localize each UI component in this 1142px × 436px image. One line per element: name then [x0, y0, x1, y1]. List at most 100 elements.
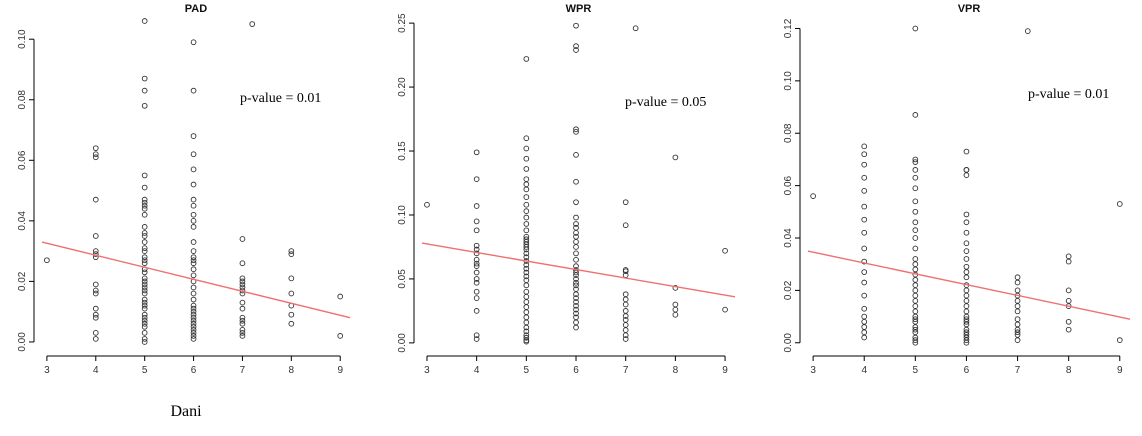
vpr-data-point: [861, 279, 868, 286]
wpr-data-point: [473, 288, 480, 295]
vpr-data-point: [912, 298, 919, 304]
vpr-data-point: [1014, 321, 1021, 328]
vpr-data-point: [1014, 303, 1021, 309]
vpr-regression-line: [807, 250, 1131, 320]
vpr-data-point: [861, 305, 868, 312]
vpr-data-point: [1024, 28, 1031, 34]
wpr-data-point: [573, 178, 579, 185]
pad-data-point: [141, 233, 148, 239]
wpr-data-point: [622, 296, 629, 303]
pad-data-point: [288, 251, 295, 257]
vpr-data-point: [861, 269, 868, 275]
pad-data-point: [141, 248, 148, 254]
pad-data-point: [141, 339, 148, 345]
vpr-data-point: [963, 219, 970, 226]
vpr-y-tick-label: 0.12: [783, 18, 794, 38]
wpr-data-point: [523, 265, 530, 272]
wpr-x-tick-label: 5: [524, 365, 530, 376]
pad-data-point: [190, 257, 197, 264]
vpr-data-point: [912, 282, 919, 288]
vpr-data-point: [963, 303, 970, 309]
vpr-data-point: [912, 159, 919, 165]
wpr-data-point: [722, 247, 728, 254]
wpr-data-point: [523, 181, 530, 188]
pad-data-point: [190, 87, 197, 94]
vpr-data-point: [861, 151, 868, 158]
pad-data-point: [190, 196, 197, 203]
vpr-data-point: [861, 313, 868, 320]
pad-y-tick-label: 0.08: [17, 90, 28, 110]
vpr-data-point: [912, 219, 919, 226]
wpr-data-point: [622, 199, 629, 206]
wpr-data-point: [573, 282, 579, 289]
pad-data-point: [141, 281, 148, 288]
vpr-data-point: [912, 227, 919, 233]
vpr-data-point: [1065, 253, 1072, 260]
wpr-y-tick-label: 0.10: [397, 205, 408, 225]
wpr-data-point: [573, 238, 579, 245]
vpr-data-point: [1014, 274, 1021, 281]
wpr-data-point: [523, 166, 530, 172]
pad-data-point: [239, 278, 246, 285]
wpr-data-point: [573, 199, 579, 206]
pad-data-point: [141, 257, 148, 264]
wpr-data-point: [622, 301, 629, 308]
vpr-data-point: [861, 329, 868, 336]
pad-data-point: [141, 75, 148, 82]
wpr-data-point: [473, 218, 480, 225]
wpr-data-point: [523, 282, 530, 289]
vpr-data-point: [963, 148, 970, 155]
pad-data-point: [141, 336, 148, 342]
vpr-data-point: [861, 318, 868, 325]
pad-data-point: [141, 323, 148, 330]
pad-data-point: [190, 323, 197, 330]
vpr-data-point: [861, 203, 868, 210]
pad-data-point: [249, 21, 256, 27]
pad-data-point: [288, 275, 295, 282]
pad-data-point: [190, 254, 197, 261]
wpr-data-point: [622, 313, 629, 319]
vpr-data-point: [963, 274, 970, 281]
vpr-data-point: [1014, 287, 1021, 294]
pad-data-point: [190, 330, 197, 336]
pad-data-point: [288, 290, 295, 297]
pad-data-point: [337, 293, 344, 300]
pad-data-point: [190, 133, 197, 139]
vpr-data-point: [1065, 318, 1072, 325]
pad-data-point: [92, 145, 99, 152]
vpr-chart-title: VPR: [958, 3, 981, 15]
wpr-x-tick-label: 8: [673, 365, 679, 376]
vpr-y-tick-label: 0.04: [783, 228, 794, 248]
vpr-data-point: [861, 292, 868, 299]
pad-data-point: [141, 205, 148, 212]
wpr-data-point: [473, 260, 480, 267]
wpr-data-point: [523, 334, 530, 341]
wpr-y-tick-label: 0.25: [397, 13, 408, 33]
pad-data-point: [141, 239, 148, 245]
wpr-data-point: [523, 288, 530, 295]
wpr-data-point: [523, 324, 530, 331]
pad-data-point: [141, 199, 148, 206]
vpr-data-point: [963, 318, 970, 325]
wpr-x-tick-label: 6: [573, 365, 579, 376]
wpr-data-point: [523, 145, 530, 152]
wpr-data-point: [672, 311, 679, 318]
pad-data-point: [92, 287, 99, 294]
wpr-data-point: [523, 309, 530, 316]
vpr-data-point: [861, 229, 868, 236]
pad-data-point: [190, 333, 197, 339]
pad-x-tick-label: 7: [240, 365, 246, 376]
vpr-x-tick-label: 6: [964, 365, 970, 376]
pad-data-point: [288, 311, 295, 318]
pad-data-point: [92, 248, 99, 254]
pad-x-axis-label: Dani: [170, 403, 202, 420]
pad-data-point: [141, 269, 148, 276]
vpr-data-point: [912, 339, 919, 346]
vpr-data-point: [912, 266, 919, 273]
vpr-data-point: [912, 25, 919, 32]
scatter-plot-pad: PAD 0.00 0.02 0.04 0.06 0.08 0.10 3 4 5 6 7 8 9 p-valu…: [17, 3, 351, 420]
wpr-data-point: [573, 230, 579, 236]
wpr-regression-line: [421, 242, 736, 298]
wpr-data-point: [573, 306, 579, 313]
wpr-data-point: [622, 291, 629, 298]
